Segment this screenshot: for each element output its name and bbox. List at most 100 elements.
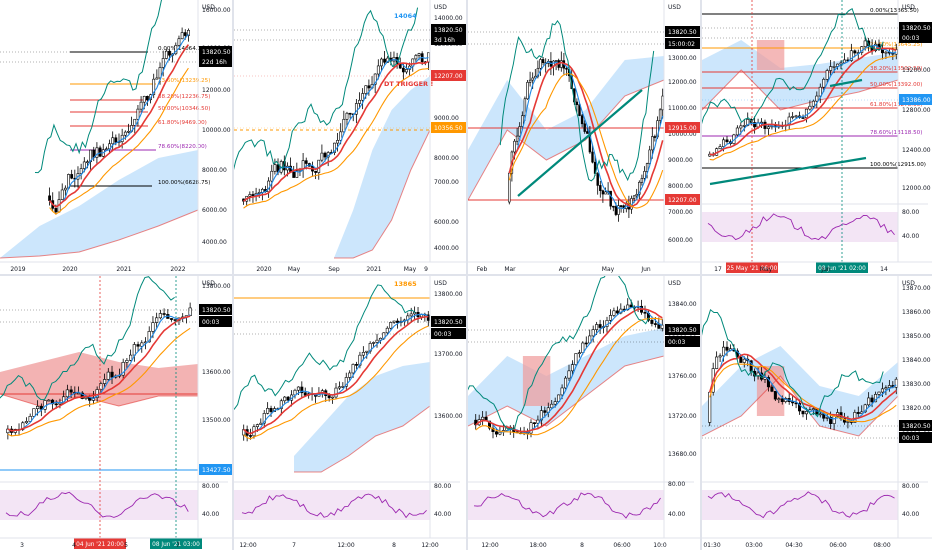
candle (303, 392, 307, 396)
price-tag-bg (431, 316, 466, 327)
candle (791, 401, 795, 404)
fib-level-label: 0.00%(14064.00) (158, 46, 207, 52)
price-tag-label: 13820.50 (668, 327, 697, 334)
candle (139, 101, 143, 110)
chart-canvas[interactable]: 13870.00 13860.00 13850.00 13840.00 13830.00… (702, 276, 932, 550)
price-tag[interactable]: 00:03 (899, 32, 932, 43)
candle (342, 118, 346, 133)
chart-pane-5[interactable]: 04 Jun '21 20:00 08 Jun '21 03:00 13800.00… (0, 276, 232, 550)
price-tag[interactable]: 22d 16h (199, 56, 232, 67)
price-tag[interactable]: 13820.50 (899, 22, 932, 33)
price-tag-label: 13820.50 (434, 27, 463, 34)
chart-pane-1[interactable]: 0.00%(14064.00) 23.60%(13239.25) 38.20%(12… (0, 0, 232, 274)
candle (383, 58, 386, 63)
time-axis-tick: 2020 (62, 266, 77, 273)
price-tag[interactable]: 13820.50 (199, 304, 232, 315)
price-tag-label: 15:00:02 (668, 41, 695, 48)
date-tag: 25 May '21 06:00 (726, 262, 778, 273)
candle (320, 152, 324, 161)
candle (722, 139, 726, 147)
chart-canvas[interactable]: 13840.0013800.0013760.0013720.0013680.00… (468, 276, 700, 550)
candle (661, 95, 664, 111)
price-tag[interactable]: 00:03 (199, 316, 232, 327)
chikou-line (0, 276, 175, 401)
candle (365, 350, 369, 353)
candle (63, 187, 67, 191)
candle (614, 206, 618, 215)
candle (389, 322, 393, 329)
chart-annotation[interactable]: 14064 (394, 12, 417, 20)
time-axis-tick: 08:00 (873, 542, 890, 549)
price-tag[interactable]: 13820.50 (431, 316, 466, 327)
candle (145, 95, 149, 101)
trend-line[interactable] (709, 156, 867, 186)
price-tag[interactable]: 13820.50 (199, 46, 232, 57)
time-axis-tick: 06:00 (613, 542, 630, 549)
chart-canvas[interactable]: 0.00%(13865.50)23.60%(13645.25)38.20%(13… (702, 0, 932, 274)
chart-pane-4[interactable]: 0.00%(13865.50)23.60%(13645.25)38.20%(13… (702, 0, 932, 274)
price-tag[interactable]: 13820.50 (431, 24, 466, 35)
candle (162, 313, 166, 315)
pane-divider[interactable] (0, 274, 932, 276)
kijun-line (7, 315, 191, 432)
senkou-span-b (702, 69, 899, 111)
candle (632, 195, 636, 199)
kijun-line (243, 60, 429, 202)
candle (161, 58, 165, 68)
candle (373, 73, 377, 85)
chart-canvas[interactable]: 0.00%(14064.00) 23.60%(13239.25) 38.20%(12… (0, 0, 232, 274)
fib-level-label: 78.60%(8220.00) (158, 144, 207, 150)
chart-pane-7[interactable]: 13840.0013800.0013760.0013720.0013680.00… (468, 276, 700, 550)
candle (798, 403, 802, 412)
price-axis-tick: 10000.00 (202, 127, 231, 134)
chart-canvas[interactable]: 13865 13800.00 13700.00 13600.00 80.00 40.00 U… (234, 276, 466, 550)
price-tag[interactable]: 12207.00 (431, 70, 466, 81)
candle (136, 344, 140, 347)
trend-line[interactable] (829, 78, 863, 88)
chart-canvas[interactable]: 04 Jun '21 20:00 08 Jun '21 03:00 13800.00… (0, 276, 232, 550)
candle (718, 146, 722, 149)
candle (515, 135, 519, 142)
tenkan-line (243, 56, 429, 202)
candle (364, 85, 368, 94)
candle (337, 386, 341, 389)
candle (386, 57, 390, 63)
chart-pane-8[interactable]: 13870.00 13860.00 13850.00 13840.00 13830.00… (702, 276, 932, 550)
chikou-line (234, 7, 419, 170)
candle (361, 93, 365, 101)
candle (273, 164, 277, 172)
price-tag[interactable]: 13820.50 (665, 324, 700, 335)
currency-label: USD (434, 280, 447, 287)
price-tag[interactable]: 15:00:02 (665, 38, 700, 49)
chart-annotation[interactable]: DT TRIGGER ! (384, 80, 433, 88)
chart-canvas[interactable]: 14000.0013000.0012000.0011000.0010000.00… (468, 0, 700, 274)
candle (70, 174, 74, 179)
price-tag[interactable]: 00:03 (431, 328, 466, 339)
price-tag[interactable]: 10356.50 (431, 122, 466, 133)
chart-annotation[interactable]: 13865 (394, 280, 417, 288)
candle (158, 67, 162, 79)
chart-pane-3[interactable]: 14000.0013000.0012000.0011000.0010000.00… (468, 0, 700, 274)
candle (887, 385, 891, 388)
price-tag[interactable]: 13386.00 (899, 94, 932, 105)
price-tag[interactable]: 12915.00 (665, 122, 700, 133)
price-tag[interactable]: 00:03 (665, 336, 700, 347)
price-tag-bg (431, 122, 466, 133)
price-tag[interactable]: 12207.00 (665, 194, 700, 205)
candle (142, 95, 146, 103)
trend-line[interactable] (517, 89, 643, 197)
candle (513, 140, 516, 153)
price-tag[interactable]: 13427.50 (199, 464, 232, 475)
price-tag-label: 00:03 (434, 331, 451, 338)
candle (121, 362, 125, 376)
price-tag[interactable]: 13820.50 (665, 26, 700, 37)
candle (528, 79, 532, 83)
price-tag-label: 13386.00 (902, 97, 931, 104)
price-tag[interactable]: 00:03 (899, 432, 932, 443)
price-tag[interactable]: 13820.50 (899, 420, 932, 431)
chart-pane-6[interactable]: 13865 13800.00 13700.00 13600.00 80.00 40.00 U… (234, 276, 466, 550)
price-tag[interactable]: 3d 16h (431, 34, 466, 45)
